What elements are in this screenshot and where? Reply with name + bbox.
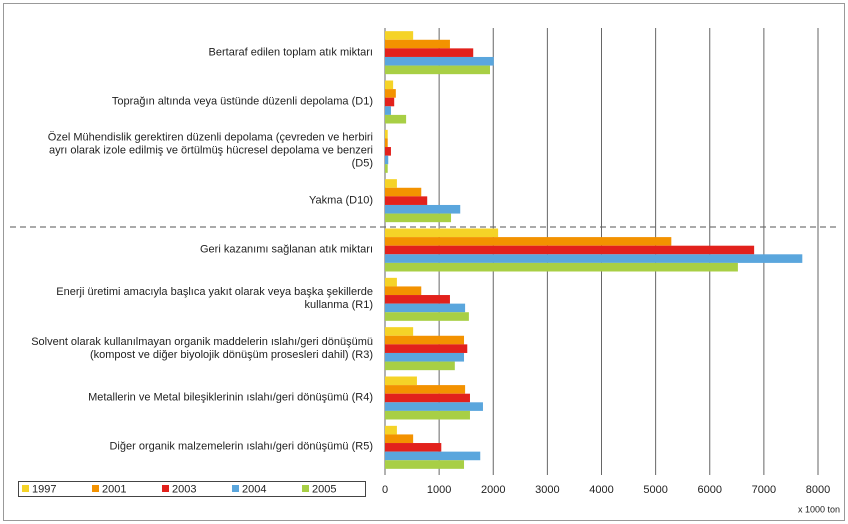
legend-swatch — [162, 485, 169, 492]
x-tick-label: 2000 — [481, 484, 505, 496]
bar — [385, 327, 414, 336]
bar — [385, 138, 388, 148]
legend-swatch — [232, 485, 239, 492]
bar — [385, 376, 417, 386]
x-tick-label: 1000 — [427, 484, 451, 496]
x-tick-label: 3000 — [535, 484, 559, 496]
bar — [385, 402, 483, 411]
category-label: Özel Mühendislik gerektiren düzenli depo… — [47, 131, 373, 170]
bar — [385, 303, 466, 313]
bar — [385, 443, 442, 452]
bar — [385, 147, 391, 156]
legend-swatch — [22, 485, 29, 492]
x-unit: x 1000 ton — [798, 504, 840, 514]
legend-label: 2004 — [242, 483, 266, 495]
bar — [385, 254, 803, 263]
legend-swatch — [92, 485, 99, 492]
bar — [385, 451, 481, 461]
legend-box — [18, 481, 366, 497]
bar — [385, 65, 491, 75]
x-tick-label: 4000 — [589, 484, 613, 496]
legend-label: 2005 — [312, 483, 336, 495]
bar — [385, 129, 388, 139]
bar — [385, 164, 388, 173]
bar — [385, 352, 465, 362]
category-label: Enerji üretimi amacıyla başlıca yakıt ol… — [56, 286, 373, 312]
category-label: Yakma (D10) — [309, 194, 373, 207]
bar — [385, 80, 394, 90]
bar — [385, 114, 407, 124]
legend-label: 2001 — [102, 483, 126, 495]
x-tick-label: 7000 — [752, 484, 776, 496]
bar — [385, 460, 465, 469]
bar — [385, 262, 738, 272]
bar — [385, 187, 422, 197]
bar — [385, 31, 414, 40]
bar — [385, 295, 450, 304]
bar — [385, 196, 428, 205]
bar — [385, 213, 452, 223]
bar — [385, 228, 499, 238]
bar — [385, 434, 414, 444]
bar — [385, 286, 422, 296]
x-tick-label: 8000 — [806, 484, 830, 496]
category-label: Solvent olarak kullanılmayan organik mad… — [31, 335, 373, 361]
bar — [385, 97, 395, 107]
category-label: Diğer organik malzemelerin ıslahı/geri d… — [109, 440, 373, 453]
legend-label: 1997 — [32, 483, 56, 495]
bar — [385, 204, 461, 214]
bar — [385, 385, 466, 394]
bar — [385, 393, 470, 403]
x-tick-label: 0 — [382, 484, 388, 496]
bar — [385, 410, 470, 420]
bar — [385, 361, 455, 371]
bar — [385, 344, 468, 353]
category-label: Metallerin ve Metal bileşiklerinin ıslah… — [88, 391, 373, 404]
bar — [385, 425, 397, 435]
bar — [385, 56, 494, 66]
x-tick-label: 5000 — [643, 484, 667, 496]
bar — [385, 89, 396, 98]
bar — [385, 312, 469, 321]
category-label: Geri kazanımı sağlanan atık miktarı — [199, 243, 373, 256]
bar — [385, 179, 397, 188]
legend-label: 2003 — [172, 483, 196, 495]
x-tick-label: 6000 — [698, 484, 722, 496]
bar — [385, 277, 397, 287]
category-label: Toprağın altında veya üstünde düzenli de… — [111, 95, 373, 108]
bar — [385, 237, 672, 246]
bar — [385, 245, 755, 255]
category-label: Bertaraf edilen toplam atık miktarı — [208, 46, 373, 59]
bar — [385, 106, 391, 115]
bar — [385, 48, 474, 57]
bar — [385, 39, 450, 49]
border — [3, 3, 845, 521]
bar — [385, 155, 389, 165]
bar — [385, 335, 465, 345]
legend-swatch — [302, 485, 309, 492]
